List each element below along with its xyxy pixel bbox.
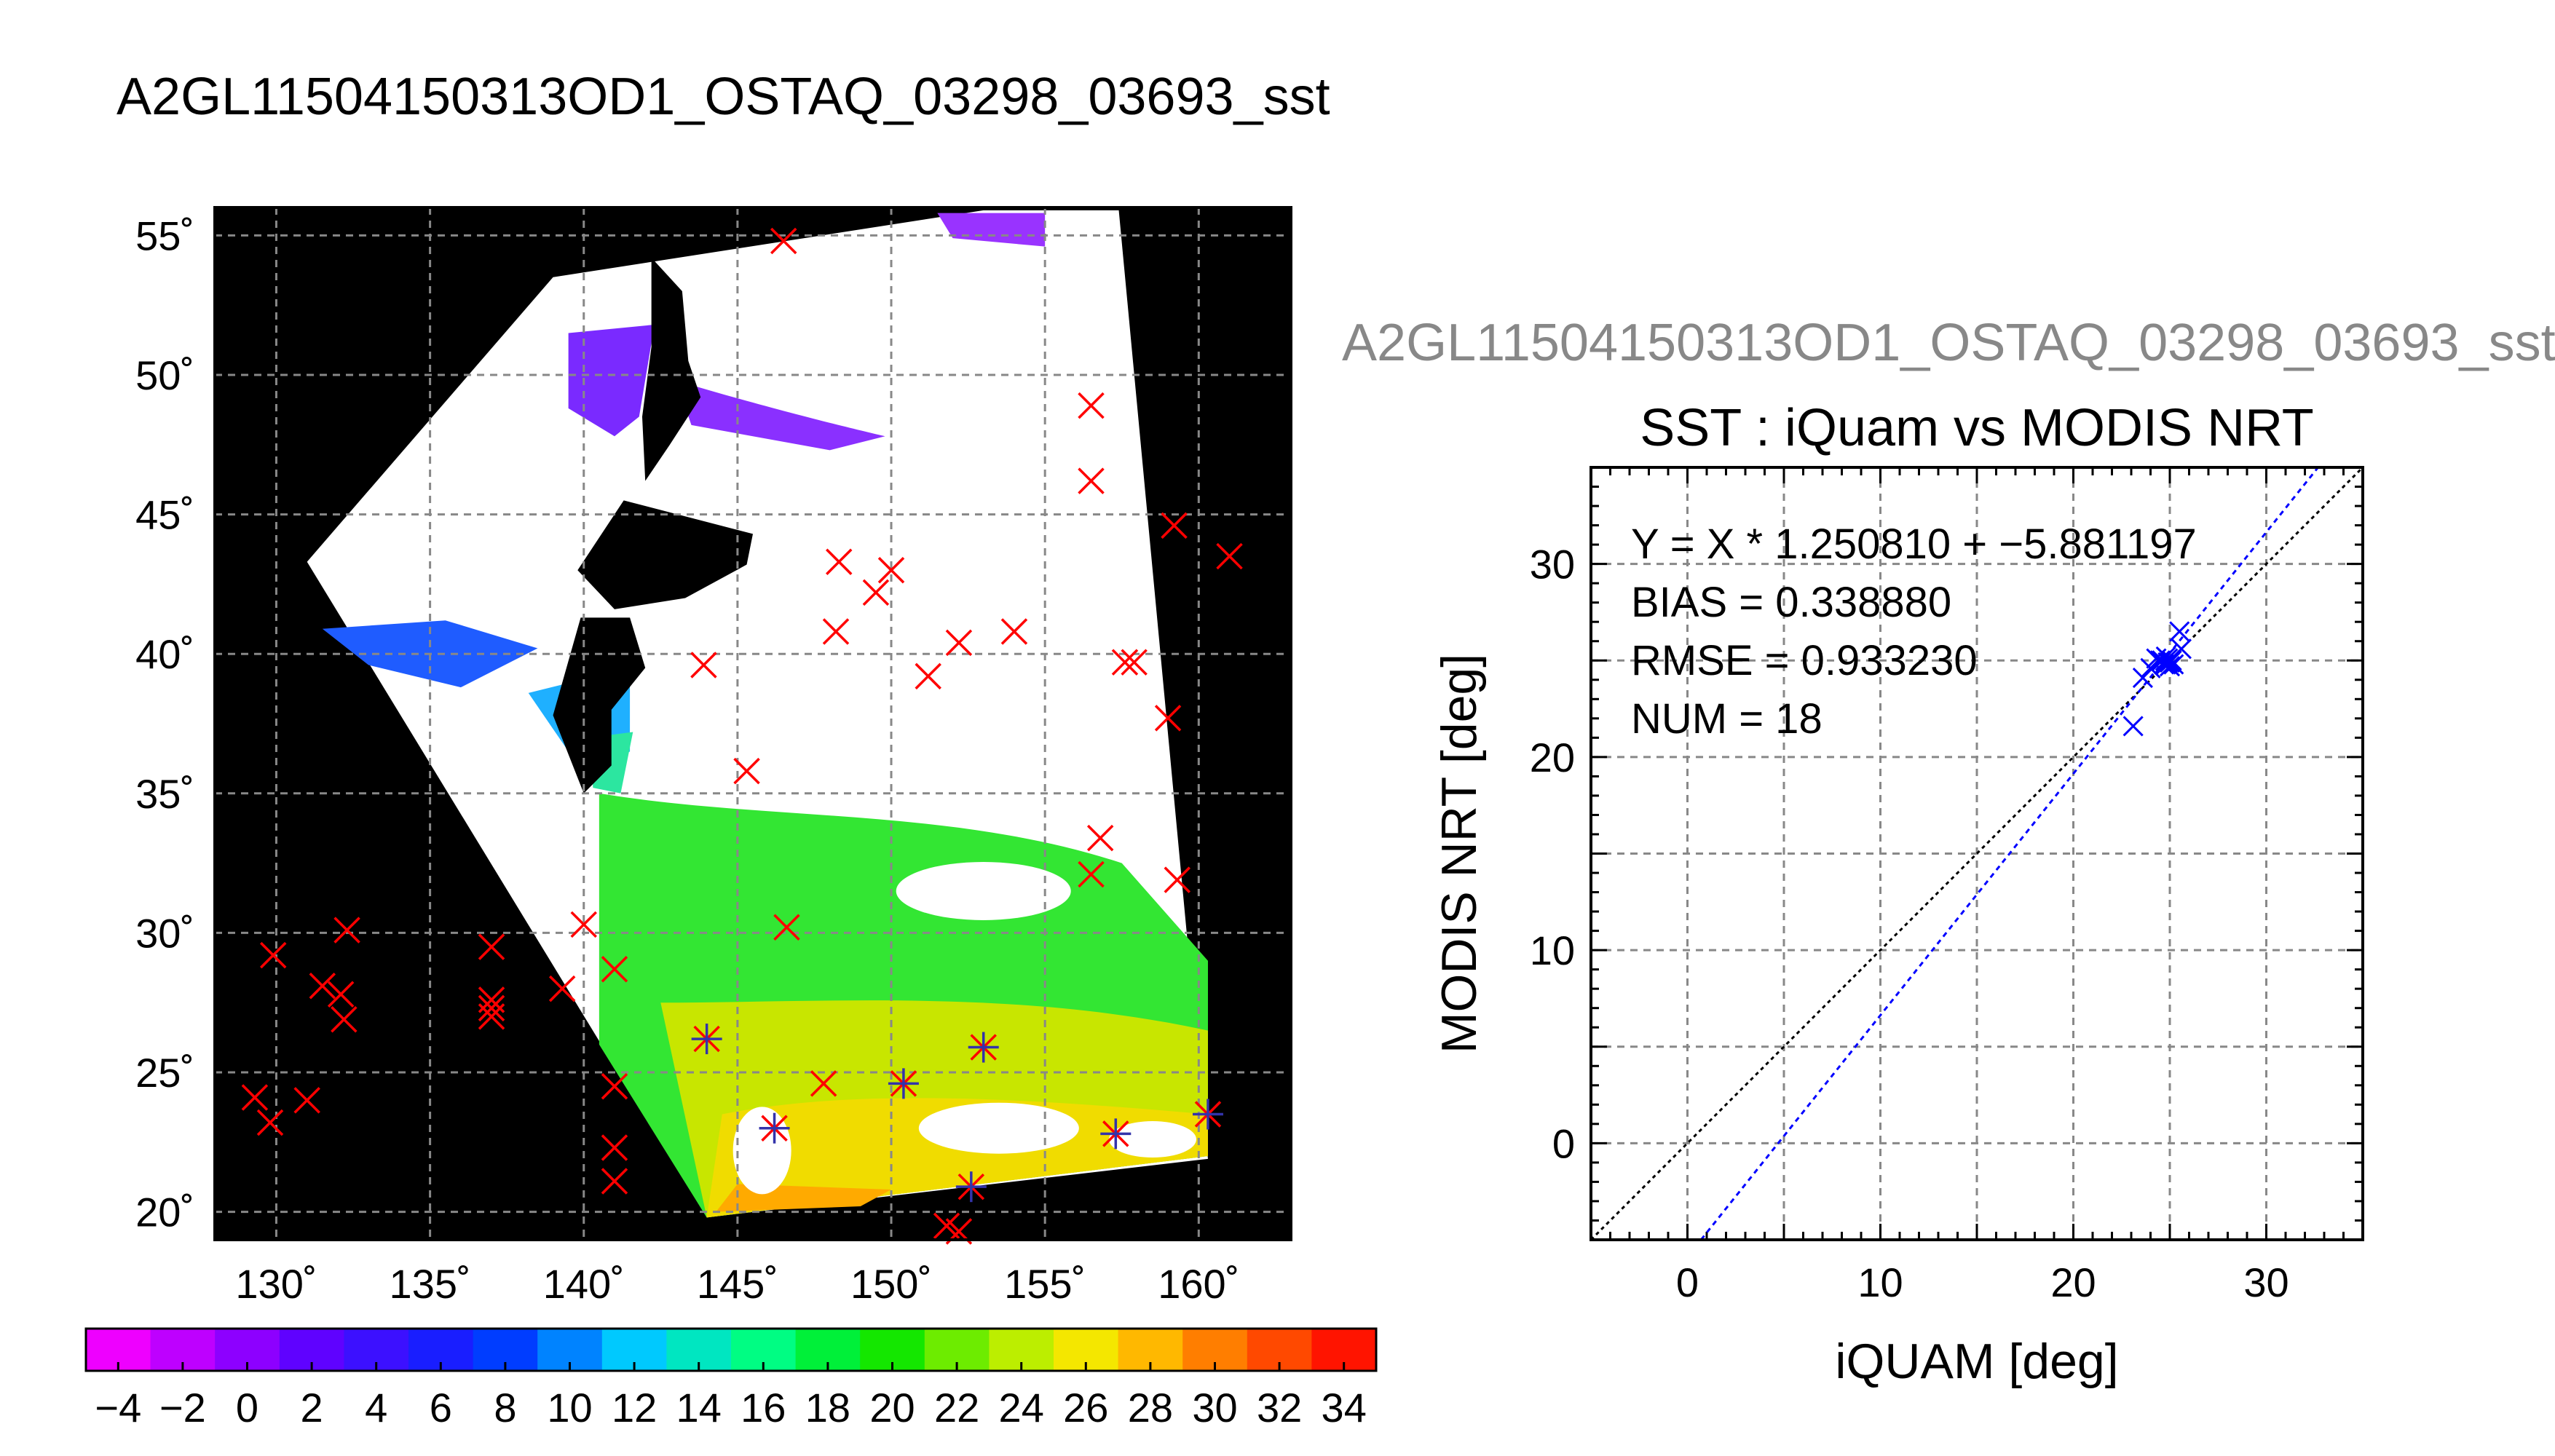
match-marker [1216,542,1243,570]
match-marker [915,662,941,690]
match-marker [478,994,505,1022]
matched-marker [1100,1118,1132,1150]
matched-marker [888,1068,919,1099]
match-marker [601,1072,628,1100]
lon-tick-label: 130˚ [235,1261,317,1307]
land [553,257,753,794]
lon-tick-label: 160˚ [1158,1261,1239,1307]
matched-marker [1192,1099,1223,1130]
matched-marker [691,1024,722,1055]
lat-tick-label: 25˚ [135,1050,194,1096]
match-marker [293,1087,320,1114]
lat-tick-label: 30˚ [135,910,194,956]
match-marker [548,975,576,1002]
sst-purple-region [937,213,1046,247]
match-marker [733,757,760,785]
match-marker [1111,649,1139,676]
cloud-patch [918,1102,1079,1154]
cloud-patch [1108,1121,1196,1158]
match-marker [1078,860,1105,888]
match-marker [601,956,628,983]
honshu [553,617,646,794]
match-marker [690,652,717,678]
cloud-patch [896,861,1071,920]
lat-tick-label: 55˚ [135,213,194,258]
scatter-filename-title: A2GL11504150313OD1_OSTAQ_03298_03693_sst [1342,314,2555,372]
match-marker [1161,512,1188,539]
match-marker [822,618,850,645]
match-marker [478,933,505,960]
lat-tick-label: 20˚ [135,1190,194,1235]
match-marker [770,227,797,255]
match-marker [331,1006,358,1033]
sakhalin [641,257,701,481]
match-marker [945,629,973,657]
matched-marker [955,1171,987,1203]
map-grid [215,207,1291,1240]
matched-marker [759,1112,790,1144]
match-marker [1121,649,1148,676]
match-marker [241,1084,269,1111]
lon-tick-label: 155˚ [1004,1261,1086,1307]
lat-tick-label: 50˚ [135,352,194,398]
match-marker [309,973,336,1000]
match-marker [1078,467,1105,494]
match-marker [478,1003,505,1030]
lat-tick-label: 40˚ [135,631,194,677]
match-marker [256,1109,284,1136]
hokkaido [577,500,753,609]
lon-tick-label: 135˚ [390,1261,471,1307]
map-frame [213,206,1292,1241]
match-marker [333,917,360,943]
lon-tick-label: 150˚ [850,1261,932,1307]
match-marker [601,1168,628,1195]
sst-purple-region [676,380,885,451]
lat-tick-label: 35˚ [135,771,194,817]
match-marker [1078,392,1105,419]
matched-marker [968,1032,999,1063]
lon-tick-label: 140˚ [543,1261,625,1307]
match-marker [601,1134,628,1161]
match-marker [1086,824,1114,852]
match-marker [1164,866,1190,893]
main-title: A2GL11504150313OD1_OSTAQ_03298_03693_sst [117,68,1330,126]
lat-tick-label: 45˚ [135,492,194,538]
match-marker [862,579,890,606]
match-marker [1154,705,1182,732]
lon-tick-label: 145˚ [697,1261,778,1307]
match-marker [773,914,800,941]
match-marker [1000,618,1028,645]
sst-purple-region [568,324,655,437]
match-marker [877,556,905,584]
match-marker [826,548,853,575]
match-marker [259,941,287,969]
match-marker [810,1070,837,1097]
match-marker [570,911,597,938]
match-marker [327,981,355,1008]
